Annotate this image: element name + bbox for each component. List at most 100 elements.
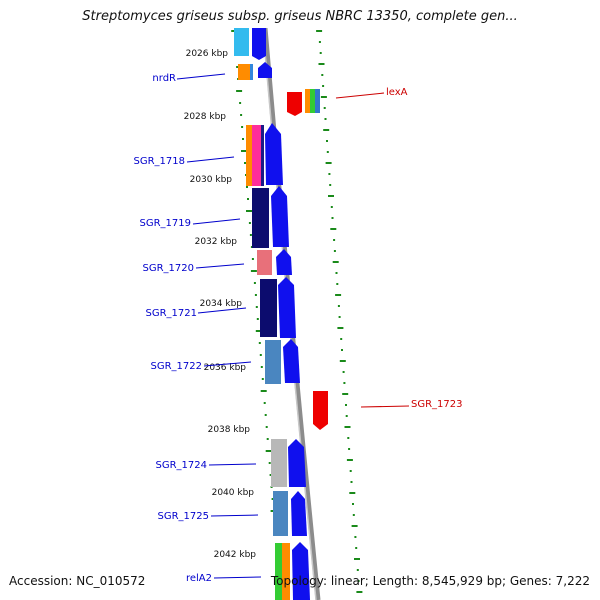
track-dot xyxy=(320,96,327,98)
feature-block-1719-navy[interactable] xyxy=(252,188,269,248)
gene-label-SGR_1718[interactable]: SGR_1718 xyxy=(134,156,186,167)
track-dot xyxy=(246,186,248,188)
gene-label-SGR_1724[interactable]: SGR_1724 xyxy=(156,460,208,471)
gene-arrow-1722[interactable] xyxy=(283,339,300,383)
gene-label-SGR_1722[interactable]: SGR_1722 xyxy=(151,361,203,372)
gene-label-SGR_1721[interactable]: SGR_1721 xyxy=(146,308,198,319)
track-dot xyxy=(250,246,253,248)
track-dot xyxy=(326,140,328,142)
track-dot xyxy=(351,525,358,527)
gene-label-SGR_1723[interactable]: SGR_1723 xyxy=(411,399,463,410)
track-dot xyxy=(240,114,243,116)
track-dot xyxy=(255,306,258,308)
gene-label-relA2[interactable]: relA2 xyxy=(186,573,212,584)
track-dot xyxy=(269,474,272,476)
kbp-label-2028: 2028 kbp xyxy=(184,112,227,122)
track-dot xyxy=(258,342,261,344)
track-dot xyxy=(236,66,239,68)
feature-block-top-cyan[interactable] xyxy=(234,28,249,56)
gene-arrow-1721[interactable] xyxy=(278,277,296,338)
track-dot xyxy=(347,437,350,439)
gene-arrow-nrdR[interactable] xyxy=(258,62,272,78)
gene-label-nrdR[interactable]: nrdR xyxy=(152,73,176,84)
track-dot xyxy=(316,30,323,32)
track-dot xyxy=(340,338,343,340)
track-dot xyxy=(241,126,244,128)
track-dot xyxy=(348,448,351,450)
track-dot xyxy=(266,438,269,440)
feature-block-lexA-blue[interactable] xyxy=(315,89,320,113)
feature-block-lexA-green[interactable] xyxy=(310,89,315,113)
gene-label-SGR_1725[interactable]: SGR_1725 xyxy=(158,511,210,522)
feature-block-nrdR-blue[interactable] xyxy=(250,64,253,80)
kbp-label-2040: 2040 kbp xyxy=(212,488,255,498)
track-dot xyxy=(346,459,353,461)
track-dot xyxy=(236,90,243,92)
gene-arrow-1723[interactable] xyxy=(313,391,328,430)
track-dot xyxy=(263,402,266,404)
track-dot xyxy=(239,102,242,104)
feature-block-nrdR-orange[interactable] xyxy=(238,64,250,80)
track-dot xyxy=(265,426,268,428)
kbp-label-2038: 2038 kbp xyxy=(208,425,251,435)
gene-arrow-1725[interactable] xyxy=(291,491,307,536)
right-dot-track xyxy=(316,30,363,593)
track-dot xyxy=(356,569,359,571)
track-dot xyxy=(323,107,326,109)
track-dot xyxy=(249,234,252,236)
feature-block-1718-navy[interactable] xyxy=(261,125,264,186)
right-leader-lines xyxy=(335,92,410,408)
gene-arrow-lexA[interactable] xyxy=(287,92,302,116)
gene-label-SGR_1720[interactable]: SGR_1720 xyxy=(143,263,195,274)
track-dot xyxy=(333,239,336,241)
track-dot xyxy=(354,536,357,538)
gene-label-lexA[interactable]: lexA xyxy=(386,87,408,98)
track-dot xyxy=(330,206,333,208)
feature-block-1718-pink[interactable] xyxy=(252,125,261,186)
feature-block-relA2-green[interactable] xyxy=(275,543,282,600)
track-dot xyxy=(332,261,339,263)
feature-block-1720-salmon[interactable] xyxy=(257,250,272,275)
track-dot xyxy=(255,330,262,332)
track-dot xyxy=(354,558,360,560)
map-title: Streptomyces griseus subsp. griseus NBRC… xyxy=(82,9,518,24)
accession-label: Accession: NC_010572 xyxy=(9,574,146,588)
track-dot xyxy=(328,173,331,175)
kbp-label-2034: 2034 kbp xyxy=(200,299,243,309)
feature-block-1724-gray[interactable] xyxy=(271,439,287,487)
track-dot xyxy=(250,270,257,272)
gene-arrow-relA2[interactable] xyxy=(292,542,310,600)
track-dot xyxy=(357,580,360,582)
feature-block-1725-steel[interactable] xyxy=(273,491,288,536)
gene-arrow-1718[interactable] xyxy=(265,123,283,185)
gene-arrow-1719[interactable] xyxy=(271,186,289,247)
track-dot xyxy=(331,217,334,219)
feature-block-relA2-orange[interactable] xyxy=(282,543,290,600)
track-dot xyxy=(241,150,247,152)
track-dot xyxy=(254,294,257,296)
gene-arrow-1720[interactable] xyxy=(276,249,292,275)
track-dot xyxy=(339,360,346,362)
gene-arrow-top[interactable] xyxy=(252,28,266,60)
kbp-label-2036: 2036 kbp xyxy=(204,363,247,373)
track-dot xyxy=(318,63,325,65)
topology-summary: Topology: linear; Length: 8,545,929 bp; … xyxy=(270,574,590,588)
track-dot xyxy=(345,404,347,406)
track-dot xyxy=(333,250,336,252)
track-dot xyxy=(242,138,244,140)
feature-block-1718-orange[interactable] xyxy=(246,125,252,186)
track-dot xyxy=(321,74,324,76)
feature-block-1721-navy[interactable] xyxy=(260,279,277,337)
gene-label-SGR_1719[interactable]: SGR_1719 xyxy=(140,218,192,229)
track-dot xyxy=(337,305,340,307)
feature-block-1722-steel[interactable] xyxy=(265,340,281,384)
track-dot xyxy=(329,184,332,186)
track-dot xyxy=(325,162,332,164)
gene-arrow-1724[interactable] xyxy=(288,439,306,487)
feature-block-lexA-orange[interactable] xyxy=(305,89,310,113)
track-dot xyxy=(322,85,325,87)
track-dot xyxy=(251,258,254,260)
track-dot xyxy=(268,462,271,464)
kbp-label-2030: 2030 kbp xyxy=(190,175,233,185)
